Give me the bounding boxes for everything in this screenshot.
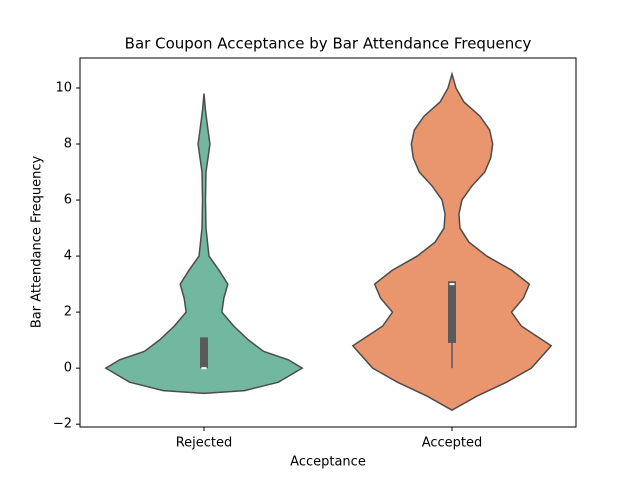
violin-half [352, 73, 453, 411]
violin-half [203, 93, 303, 394]
y-tick-label: 2 [64, 305, 72, 320]
violin-half [451, 73, 552, 411]
box [200, 337, 208, 369]
y-tick-label: 8 [64, 137, 72, 152]
x-tick-label: Accepted [422, 436, 483, 451]
y-axis-label: Bar Attendance Frequency [30, 156, 45, 329]
plot-frame [79, 57, 577, 428]
y-tick-label: 6 [64, 193, 72, 208]
violin-half [105, 93, 205, 394]
x-tick-label: Rejected [176, 436, 233, 451]
violin-outline [104, 93, 304, 395]
y-tick-label: 10 [55, 80, 72, 95]
violin-outline [351, 71, 553, 412]
box [448, 281, 456, 343]
chart-title: Bar Coupon Acceptance by Bar Attendance … [125, 35, 532, 53]
y-tick-label: 4 [64, 249, 72, 264]
x-axis-label: Acceptance [290, 455, 366, 470]
y-tick-label: −2 [53, 417, 72, 432]
y-tick-label: 0 [64, 361, 72, 376]
